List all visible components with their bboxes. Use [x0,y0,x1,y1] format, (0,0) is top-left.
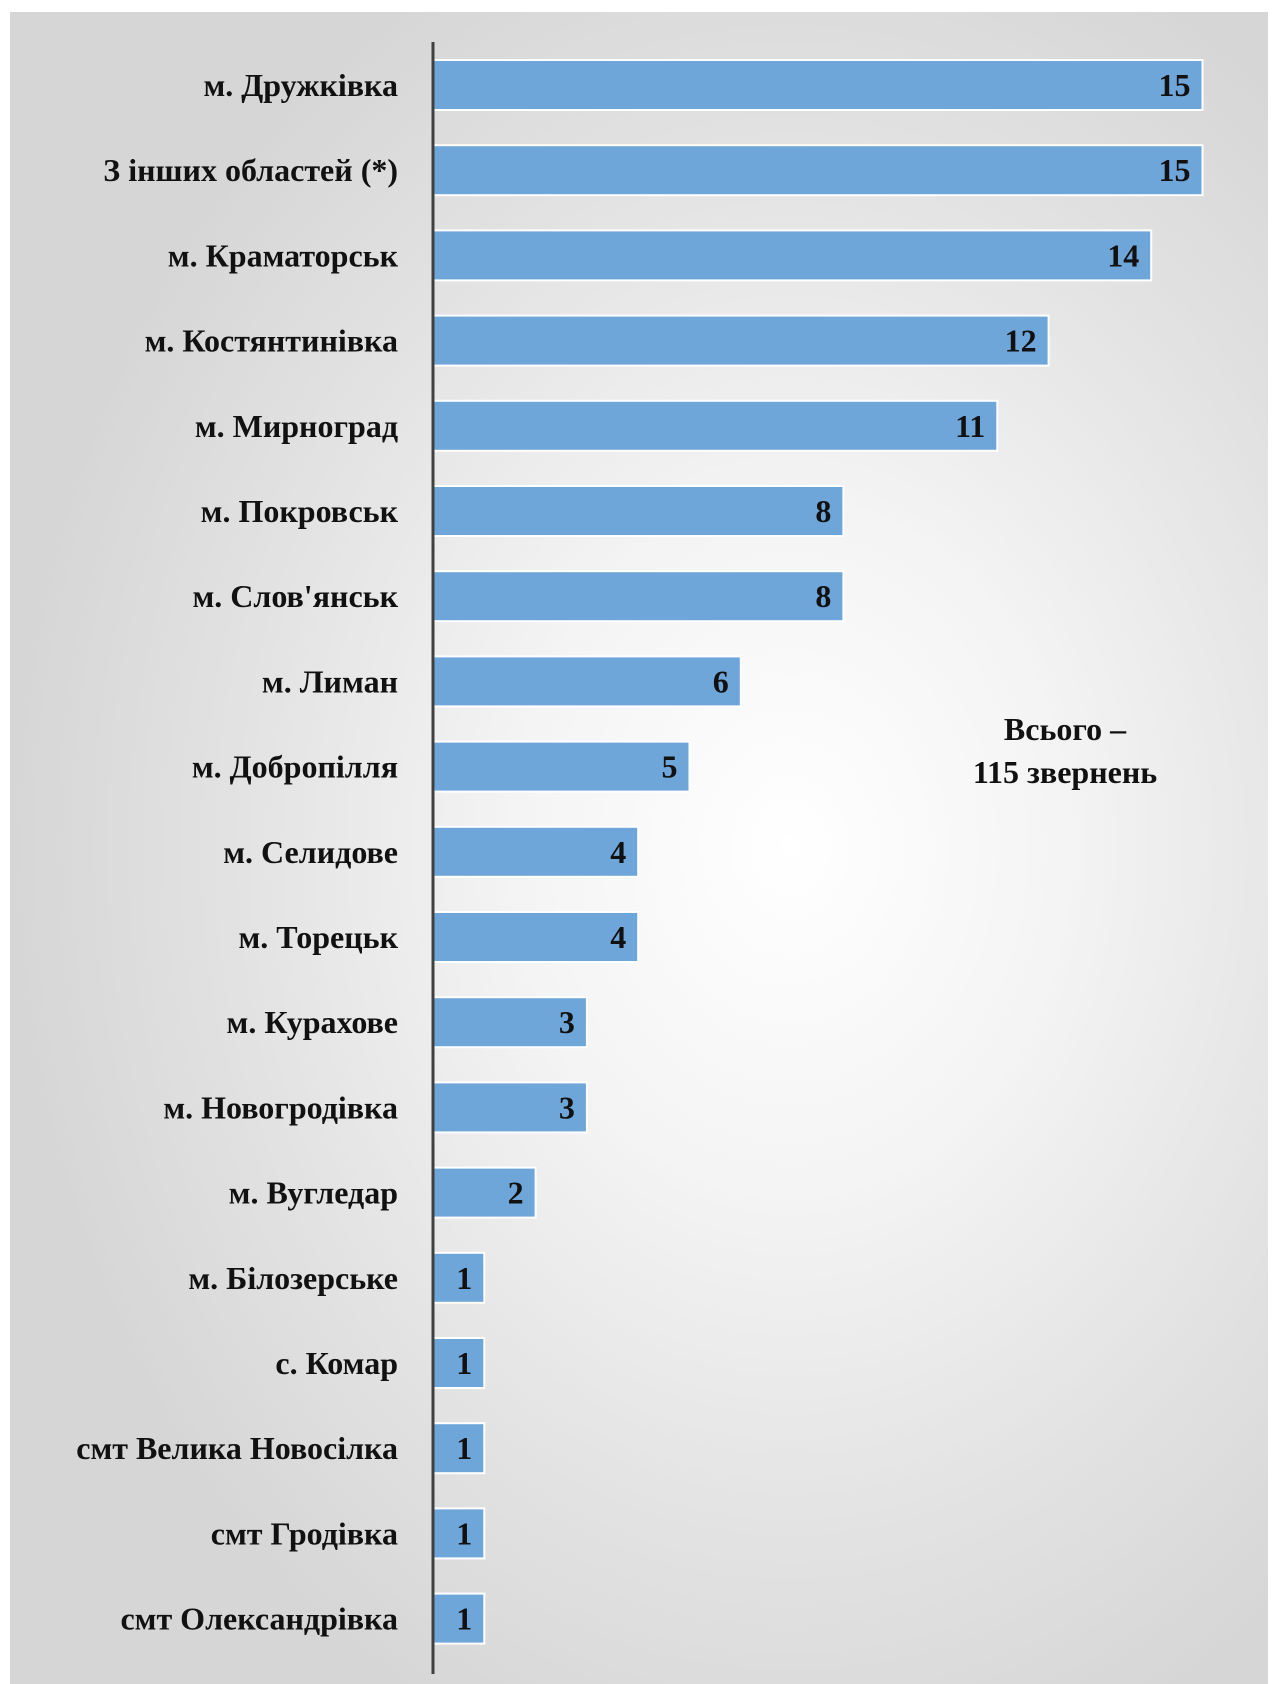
value-label: 3 [559,1089,575,1125]
category-label: смт Велика Новосілка [76,1430,398,1466]
value-label: 2 [508,1175,524,1211]
value-label: 12 [1005,323,1037,359]
bar [432,570,845,623]
value-label: 11 [955,408,985,444]
category-label: м. Курахове [227,1004,398,1040]
category-label: м. Добропілля [192,749,398,785]
bar [432,1081,588,1134]
category-label: м. Слов'янськ [192,578,398,614]
bar [432,399,999,452]
value-label: 4 [610,834,626,870]
value-label: 1 [456,1260,472,1296]
value-label: 4 [610,919,626,955]
category-label: м. Лиман [262,663,398,699]
value-label: 15 [1159,152,1191,188]
bar [432,1166,537,1219]
category-label: м. Білозерське [188,1260,398,1296]
bars-layer [432,59,1204,1645]
bar [432,740,691,793]
category-label: м. Костянтинівка [145,323,398,359]
category-label: м. Вугледар [229,1175,398,1211]
category-label: смт Олександрівка [120,1601,398,1637]
category-label: м. Мирноград [195,408,398,444]
value-label: 5 [662,749,678,785]
category-label: м. Покровськ [201,493,399,529]
category-label: м. Селидове [223,834,398,870]
bar [432,1251,486,1304]
bar [432,911,640,963]
total-annotation: Всього – 115 звернень [930,708,1200,794]
value-label: 15 [1159,67,1191,103]
value-label: 14 [1107,237,1139,273]
value-label: 8 [815,493,831,529]
bar [432,229,1153,282]
value-label: 1 [456,1430,472,1466]
value-label: 1 [456,1345,472,1381]
category-label: м. Новогродівка [163,1089,398,1125]
bar [432,825,640,878]
total-annotation-line1: Всього – [1003,711,1127,747]
bar [432,1422,486,1475]
bar [432,1337,486,1389]
value-label: 6 [713,663,729,699]
category-label: м. Дружківка [203,67,398,103]
bar [432,996,588,1049]
total-annotation-line2: 115 звернень [972,754,1158,790]
category-label: смт Гродівка [211,1515,398,1551]
bar [432,655,742,708]
bar [432,314,1050,367]
category-label: З інших областей (*) [103,152,398,188]
value-label: 1 [456,1515,472,1551]
category-label: м. Торецьк [239,919,399,955]
bar [432,59,1204,111]
value-label: 1 [456,1601,472,1637]
bar [432,144,1204,197]
value-label: 3 [559,1004,575,1040]
category-label: с. Комар [275,1345,398,1381]
category-label: м. Краматорськ [168,237,399,273]
category-labels: м. Дружківка З інших областей (*) м. Крама… [76,67,398,1637]
value-label: 8 [815,578,831,614]
bar [432,1507,486,1560]
bar [432,485,845,537]
